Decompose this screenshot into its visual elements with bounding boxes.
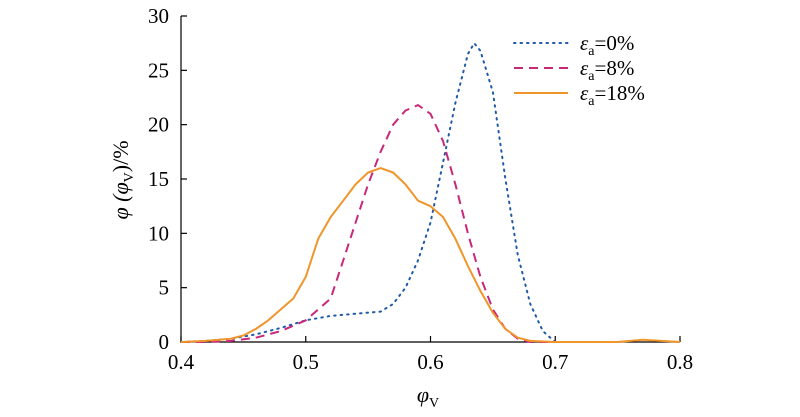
y-axis-label-sub: V [122,172,137,182]
legend-label-1: εa=0% [580,31,634,59]
series-line-1 [180,42,557,343]
y-tick-label: 10 [148,221,169,245]
x-tick-label: 0.8 [667,350,693,374]
legend-label-2: εa=8% [580,56,634,84]
y-tick-label: 15 [148,167,169,191]
y-tick-label: 20 [148,113,169,137]
x-tick-label: 0.7 [542,350,568,374]
series-lines [180,42,681,343]
y-tick-label: 5 [159,276,170,300]
y-tick-label: 30 [148,4,169,28]
x-axis-label-main: φ [417,382,429,407]
legend: εa=0%εa=8%εa=18% [513,31,645,109]
series-line-3 [180,167,681,343]
x-tick-label: 0.6 [417,350,443,374]
y-axis-label-suffix: )/% [108,140,133,172]
y-axis-label-prefix: φ (φ [108,182,133,219]
y-axis-label: φ (φV)/% [108,140,137,219]
x-tick-label: 0.5 [293,350,319,374]
x-tick-label: 0.4 [168,350,195,374]
x-axis-label: φV [417,382,439,411]
legend-label-3: εa=18% [580,81,645,109]
x-axis-label-sub: V [429,396,439,411]
series-line-2 [181,104,556,343]
x-ticks: 0.4 0.5 0.6 0.7 0.8 [168,336,693,374]
y-tick-label: 0 [159,330,170,354]
y-tick-label: 25 [148,58,169,82]
